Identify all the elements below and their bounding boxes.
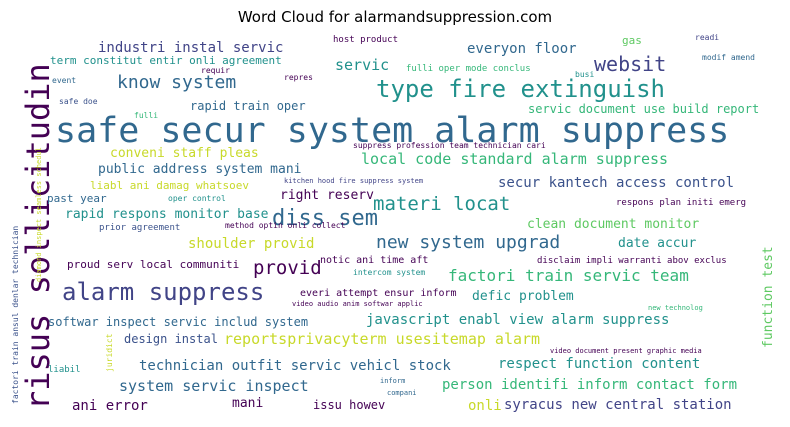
word-everyon-floor: everyon floor (467, 41, 577, 57)
word-everi-attempt: everi attempt ensur inform (300, 288, 457, 299)
word-liabl-ani-damag: liabl ani damag whatsoev (90, 179, 249, 192)
word-syracus-new-central: syracus new central station (504, 397, 732, 413)
word-intercom-system: intercom system (353, 268, 426, 277)
word-issu-howev: issu howev (313, 398, 386, 412)
word-prior-agreement: prior agreement (99, 223, 181, 233)
word-liabil: liabil (48, 365, 81, 375)
word-notic-ani-time: notic ani time aft (320, 255, 429, 266)
word-event: event (52, 76, 77, 85)
word-host-product: host product (333, 35, 399, 45)
word-respect-function: respect function content (498, 356, 701, 372)
chart-title: Word Cloud for alarmandsuppression.com (237, 8, 553, 26)
word-juridict: juridict (105, 333, 114, 372)
word-person-identifi: person identifi inform contact form (442, 377, 738, 393)
word-safe-doe: safe doe (59, 97, 98, 106)
word-diss-sem: diss sem (272, 206, 378, 231)
word-servic-document: servic document use build report (528, 102, 760, 116)
word-function-test: function test (761, 246, 776, 348)
word-provid: provid (253, 257, 322, 279)
word-disclaim: disclaim impli warranti abov exclus (537, 256, 727, 266)
word-type-fire-extinguish: type fire extinguish (376, 75, 665, 103)
word-rapid-respons: rapid respons monitor base (65, 207, 269, 222)
word-reportsprivacyterm: reportsprivacyterm usesitemap alarm (224, 330, 541, 348)
word-rapid-train-oper: rapid train oper (190, 99, 306, 113)
word-factori-train-ansul: factori train ansul denlar technician (11, 225, 20, 404)
word-safe-secur-system: safe secur system alarm suppress (55, 111, 730, 151)
word-servic: servic (335, 56, 390, 74)
word-javascript-enabl: javascript enabl view alarm suppress (366, 312, 670, 328)
word-fulli-oper-mode: fulli oper mode conclus (406, 64, 531, 74)
word-diamond-inspect: diamond inspect seamless schedul (35, 147, 43, 282)
word-public-address: public address system mani (98, 162, 302, 177)
word-defic-problem: defic problem (472, 289, 574, 304)
word-fulli: fulli (134, 111, 159, 120)
word-system-servic-inspect: system servic inspect (119, 377, 309, 395)
word-technician-outfit: technician outfit servic vehicl stock (139, 358, 451, 374)
word-requir: requir (201, 66, 230, 75)
word-secur-kantech: secur kantech access control (498, 175, 735, 191)
word-know-system: know system (117, 72, 237, 93)
word-websit: websit (594, 52, 667, 76)
word-video-audio: video audio anim softwar applic (292, 300, 423, 308)
word-mani: mani (232, 396, 264, 411)
word-modif-amend: modif amend (702, 53, 755, 62)
word-new-system-upgrad: new system upgrad (376, 232, 561, 253)
word-alarm-suppress: alarm suppress (62, 278, 265, 306)
word-readi: readi (695, 33, 720, 42)
word-proud-serv: proud serv local communiti (67, 258, 240, 271)
word-softwar-inspect: softwar inspect servic includ system (48, 315, 309, 329)
word-respons-plan: respons plan initi emerg (616, 198, 747, 208)
word-video-document: video document present graphic media (550, 347, 702, 355)
word-cloud: risus sollicitudin function test factori… (10, 32, 780, 417)
word-ani-error: ani error (72, 398, 148, 414)
word-shoulder-provid: shoulder provid (188, 236, 315, 252)
word-oper-control: oper control (168, 194, 226, 203)
word-industri-instal-servic: industri instal servic (98, 40, 284, 56)
word-repres: repres (284, 73, 313, 82)
word-term-constitut: term constitut entir onli agreement (50, 54, 282, 67)
word-clean-document: clean document monitor (527, 217, 700, 232)
word-date-accur: date accur (618, 236, 697, 251)
word-busi: busi (575, 70, 595, 79)
word-onli: onli (468, 398, 502, 414)
word-new-technolog: new technolog (648, 304, 703, 312)
word-inform: inform (380, 377, 406, 385)
word-gas: gas (622, 34, 642, 47)
word-right-reserv: right reserv (280, 188, 374, 203)
word-kitchen-hood: kitchen hood fire suppress system (284, 177, 424, 185)
word-past-year: past year (47, 192, 107, 205)
word-method-optin: method optin onli collect (225, 221, 346, 230)
word-design-instal: design instal (124, 332, 218, 346)
word-conveni-staff-pleas: conveni staff pleas (110, 146, 259, 161)
word-local-code-standard: local code standard alarm suppress (361, 150, 669, 168)
word-factori-train-servic-team: factori train servic team (448, 266, 689, 285)
word-compani: compani (387, 389, 417, 397)
word-materi-locat: materi locat (373, 193, 511, 215)
word-suppress-profession: suppress profession team technician cari (353, 141, 546, 150)
